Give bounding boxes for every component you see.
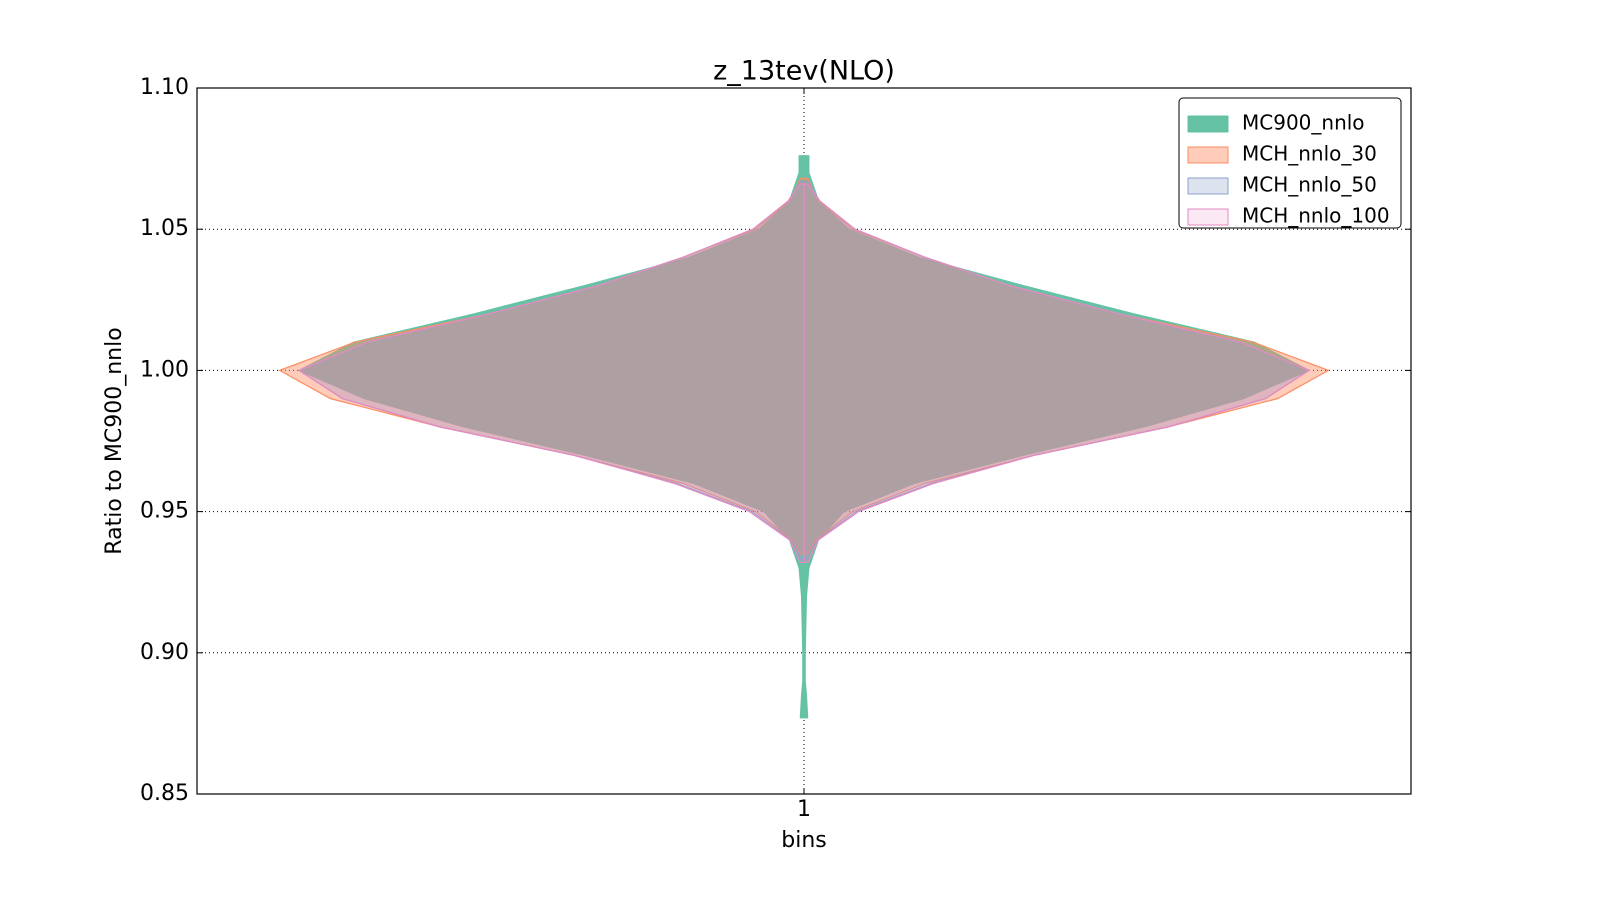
legend-label: MC900_nnlo [1242, 111, 1365, 135]
legend-swatch [1187, 177, 1229, 195]
legend-label: MCH_nnlo_100 [1242, 204, 1390, 228]
legend-swatch [1187, 146, 1229, 164]
x-tick-label: 1 [797, 797, 811, 822]
y-tick-label: 0.95 [140, 499, 189, 524]
legend-label: MCH_nnlo_30 [1242, 142, 1377, 166]
y-tick-label: 0.85 [140, 781, 189, 806]
legend-label: MCH_nnlo_50 [1242, 173, 1377, 197]
x-axis-label: bins [781, 828, 826, 853]
y-axis-label: Ratio to MC900_nnlo [102, 327, 127, 554]
legend-box [1178, 97, 1402, 229]
violin-left-half [297, 183, 805, 564]
y-tick-label: 1.10 [140, 75, 189, 100]
y-tick-label: 1.05 [140, 216, 189, 241]
plot-frame [196, 87, 1412, 795]
legend-swatch [1187, 208, 1229, 226]
legend-swatch [1187, 115, 1229, 133]
legend: MC900_nnlo MCH_nnlo_30 MCH_nnlo_50 MCH_nnlo… [1178, 97, 1402, 229]
y-tick-label: 0.90 [140, 640, 189, 665]
violin-right-half [803, 183, 1311, 564]
y-tick-label: 1.00 [140, 357, 189, 382]
chart-title: z_13tev(NLO) [713, 56, 895, 87]
